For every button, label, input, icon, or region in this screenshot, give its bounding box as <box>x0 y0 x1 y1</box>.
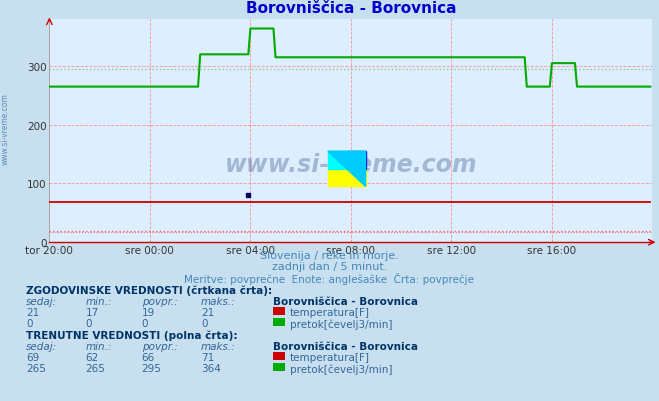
Text: 295: 295 <box>142 363 161 373</box>
Text: www.si-vreme.com: www.si-vreme.com <box>1 93 10 164</box>
Text: sedaj:: sedaj: <box>26 341 57 351</box>
Text: povpr.:: povpr.: <box>142 341 177 351</box>
Text: pretok[čevelj3/min]: pretok[čevelj3/min] <box>290 318 393 329</box>
Text: Borovniščica - Borovnica: Borovniščica - Borovnica <box>273 341 418 351</box>
Text: min.:: min.: <box>86 341 112 351</box>
Text: ZGODOVINSKE VREDNOSTI (črtkana črta):: ZGODOVINSKE VREDNOSTI (črtkana črta): <box>26 285 272 295</box>
Text: zadnji dan / 5 minut.: zadnji dan / 5 minut. <box>272 261 387 271</box>
Text: temperatura[F]: temperatura[F] <box>290 352 370 362</box>
Text: temperatura[F]: temperatura[F] <box>290 307 370 317</box>
Text: 0: 0 <box>86 318 92 328</box>
Text: 0: 0 <box>142 318 148 328</box>
Text: Borovniščica - Borovnica: Borovniščica - Borovnica <box>273 296 418 306</box>
Text: pretok[čevelj3/min]: pretok[čevelj3/min] <box>290 363 393 374</box>
Polygon shape <box>328 152 366 187</box>
Text: 62: 62 <box>86 352 99 362</box>
Text: Meritve: povprečne  Enote: anglešaške  Črta: povprečje: Meritve: povprečne Enote: anglešaške Črt… <box>185 272 474 284</box>
Text: 71: 71 <box>201 352 214 362</box>
Text: sedaj:: sedaj: <box>26 296 57 306</box>
Text: 0: 0 <box>201 318 208 328</box>
Text: 69: 69 <box>26 352 40 362</box>
Text: maks.:: maks.: <box>201 341 236 351</box>
Bar <box>328 169 366 187</box>
Text: maks.:: maks.: <box>201 296 236 306</box>
Title: Borovniščica - Borovnica: Borovniščica - Borovnica <box>246 1 456 16</box>
Text: min.:: min.: <box>86 296 112 306</box>
Text: 66: 66 <box>142 352 155 362</box>
Text: 265: 265 <box>86 363 105 373</box>
Text: Slovenija / reke in morje.: Slovenija / reke in morje. <box>260 251 399 261</box>
Text: 17: 17 <box>86 307 99 317</box>
Text: TRENUTNE VREDNOSTI (polna črta):: TRENUTNE VREDNOSTI (polna črta): <box>26 330 238 340</box>
Text: www.si-vreme.com: www.si-vreme.com <box>225 153 477 177</box>
Text: 265: 265 <box>26 363 46 373</box>
Bar <box>328 152 347 169</box>
Text: 21: 21 <box>201 307 214 317</box>
Text: povpr.:: povpr.: <box>142 296 177 306</box>
Text: 364: 364 <box>201 363 221 373</box>
Bar <box>347 152 366 169</box>
Text: 21: 21 <box>26 307 40 317</box>
Text: 0: 0 <box>26 318 33 328</box>
Text: 19: 19 <box>142 307 155 317</box>
